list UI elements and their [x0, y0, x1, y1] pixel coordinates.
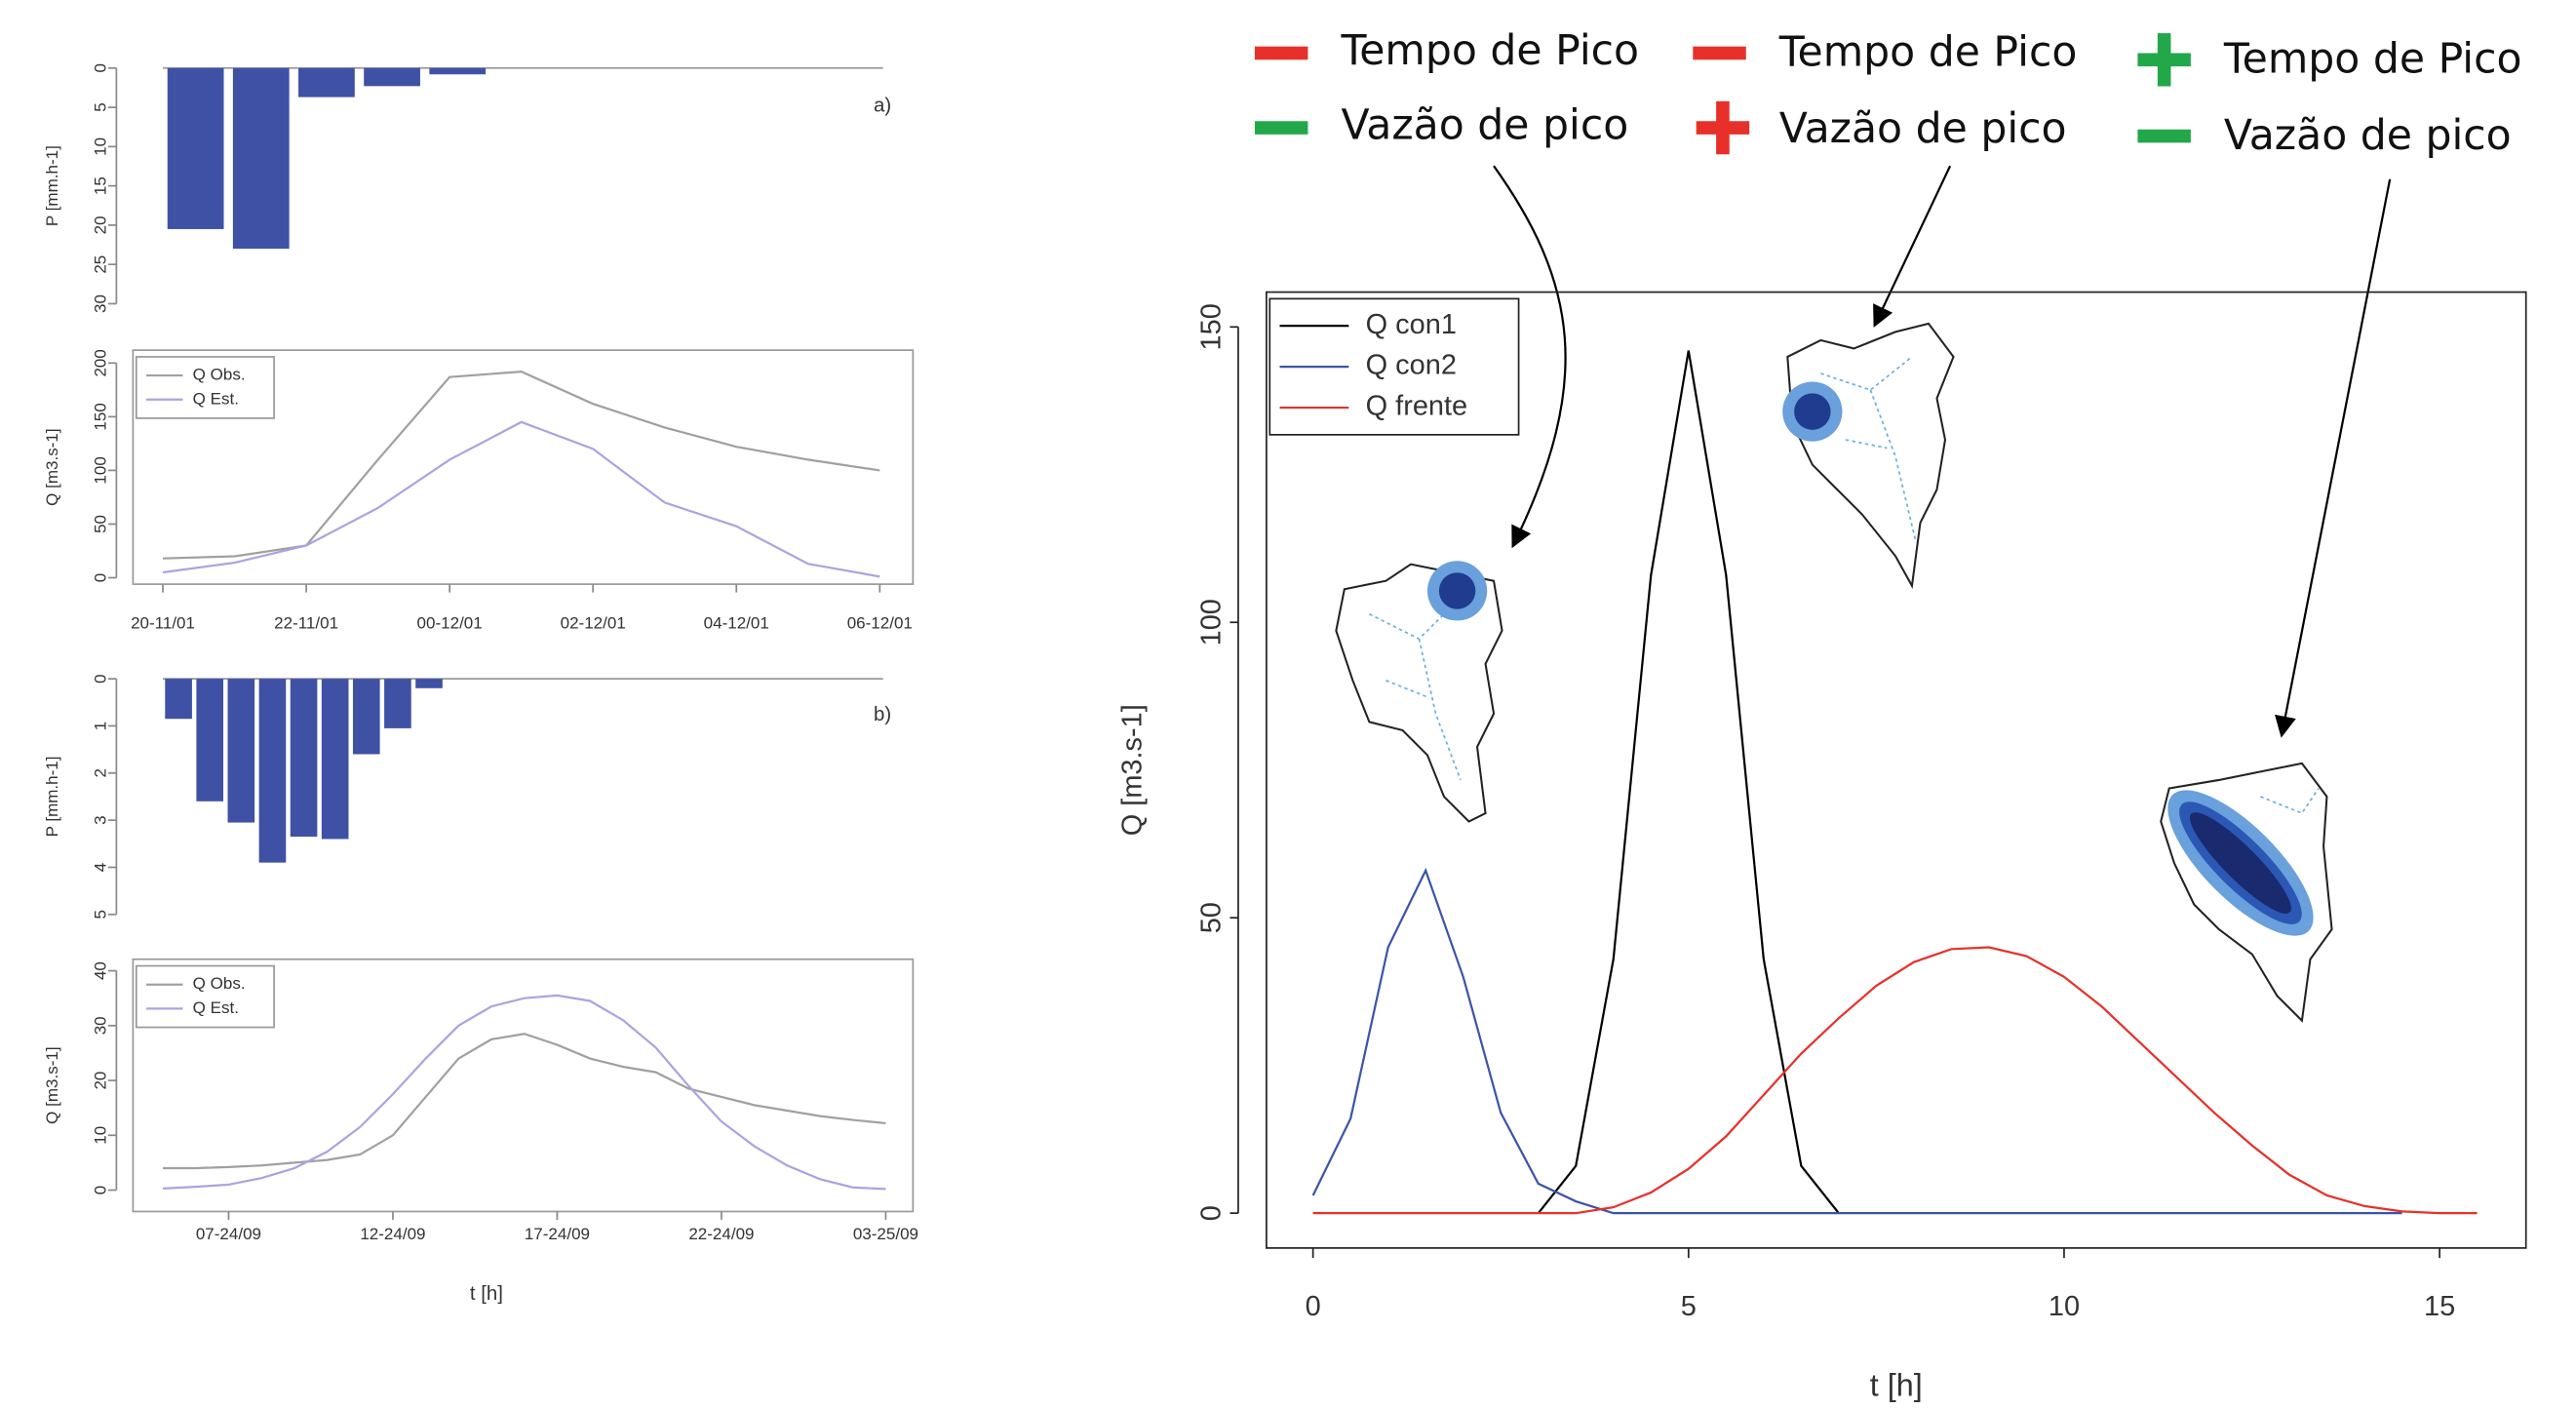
- bar: [364, 67, 420, 87]
- y-tick-label: 0: [92, 63, 110, 72]
- y-tick-label: 200: [92, 349, 110, 376]
- legend-label: Q Obs.: [193, 974, 246, 993]
- series-line: [1312, 946, 2478, 1215]
- y-axis-label: P [mm.h-1]: [43, 757, 61, 838]
- x-tick-label: 04-12/01: [704, 613, 769, 632]
- legend-label: Q Est.: [193, 389, 239, 408]
- y-tick-label: 20: [92, 1072, 110, 1090]
- basin-map: [2160, 762, 2333, 1023]
- legend-icons: [1254, 33, 2191, 155]
- y-axis-label: Q [m3.s-1]: [43, 428, 61, 505]
- annotation: Tempo de Pico: [1340, 27, 1639, 75]
- x-tick-label: 07-24/09: [196, 1225, 261, 1243]
- y-axis-label: P [mm.h-1]: [43, 145, 61, 226]
- y-tick-label: 50: [92, 515, 110, 533]
- legend-label: Q Est.: [193, 998, 239, 1017]
- annotation: Tempo de Pico: [1778, 29, 2078, 77]
- y-tick-label: 15: [92, 176, 110, 195]
- x-tick-label: 22-11/01: [274, 613, 338, 632]
- x-axis-label: t [h]: [1870, 1367, 1923, 1402]
- bar: [429, 67, 487, 75]
- x-tick-label: 03-25/09: [853, 1225, 918, 1243]
- bar: [384, 679, 411, 728]
- y-tick-label: 25: [92, 255, 110, 274]
- x-tick-label: 20-11/01: [131, 613, 195, 632]
- plot-frame: [132, 349, 915, 585]
- x-tick-label: 10: [2049, 1291, 2080, 1322]
- basin-map: [1335, 561, 1503, 823]
- plot-frame: [1266, 291, 2527, 1249]
- y-tick-label: 0: [92, 1186, 110, 1194]
- series-line: [163, 1033, 886, 1170]
- legend-box: [135, 356, 275, 419]
- y-tick-label: 50: [1196, 902, 1228, 933]
- legend-box: [135, 964, 275, 1029]
- series-line: [1537, 350, 1840, 1214]
- x-tick-label: 0: [1306, 1291, 1321, 1322]
- series-line: [1311, 867, 2402, 1215]
- annotation: Vazão de pico: [2224, 112, 2512, 160]
- x-axis-label: t [h]: [470, 1283, 503, 1305]
- annotation: Vazão de pico: [1341, 102, 1628, 150]
- y-tick-label: 2: [92, 768, 110, 777]
- legend-label: Q Obs.: [193, 366, 246, 384]
- series-line: [162, 420, 880, 578]
- y-tick-label: 10: [92, 1126, 110, 1145]
- x-tick-label: 12-24/09: [360, 1225, 425, 1243]
- basin-map: [1782, 322, 1955, 590]
- annotation: Vazão de pico: [1779, 105, 2067, 153]
- y-tick-label: 4: [92, 863, 110, 872]
- legend-label: Q con2: [1366, 350, 1457, 381]
- bar: [232, 67, 290, 250]
- bar: [227, 679, 255, 823]
- x-tick-label: 02-12/01: [561, 613, 626, 632]
- bar: [165, 679, 192, 720]
- bar: [298, 67, 355, 98]
- y-tick-label: 3: [92, 815, 110, 824]
- bar: [352, 679, 380, 755]
- bar: [258, 679, 287, 863]
- x-tick-label: 06-12/01: [847, 613, 913, 632]
- bar: [321, 679, 349, 840]
- bar: [415, 679, 443, 688]
- bar: [290, 679, 318, 838]
- y-tick-label: 100: [92, 456, 110, 484]
- legend-label: Q con1: [1366, 309, 1457, 340]
- y-axis-label: Q [m3.s-1]: [1116, 704, 1148, 836]
- y-tick-label: 40: [92, 961, 110, 980]
- annotation: a): [874, 95, 891, 116]
- y-tick-label: 20: [92, 215, 110, 234]
- y-tick-label: 0: [92, 674, 110, 683]
- arrows: [1493, 165, 2392, 738]
- y-tick-label: 30: [92, 294, 110, 313]
- y-tick-label: 0: [1196, 1205, 1228, 1221]
- series-line: [162, 994, 886, 1191]
- x-tick-label: 5: [1681, 1291, 1697, 1322]
- x-tick-label: 15: [2424, 1291, 2455, 1322]
- y-tick-label: 5: [92, 910, 110, 919]
- bar: [167, 67, 224, 229]
- y-tick-label: 0: [92, 573, 110, 582]
- x-tick-label: 22-24/09: [688, 1225, 754, 1243]
- y-tick-label: 100: [1196, 599, 1228, 646]
- legend-label: Q frente: [1366, 391, 1468, 422]
- annotation: Tempo de Pico: [2223, 35, 2522, 83]
- y-tick-label: 10: [92, 137, 110, 156]
- y-tick-label: 30: [92, 1016, 110, 1035]
- y-axis-label: Q [m3.s-1]: [43, 1046, 61, 1123]
- plot-frame: [132, 958, 915, 1213]
- series-line: [163, 371, 880, 560]
- y-tick-label: 1: [92, 722, 110, 730]
- x-tick-label: 17-24/09: [525, 1225, 590, 1243]
- y-tick-label: 5: [92, 102, 110, 111]
- annotation: b): [874, 704, 891, 725]
- y-tick-label: 150: [1196, 303, 1228, 350]
- x-tick-label: 00-12/01: [417, 613, 483, 632]
- bar: [196, 679, 224, 802]
- y-tick-label: 150: [92, 403, 110, 430]
